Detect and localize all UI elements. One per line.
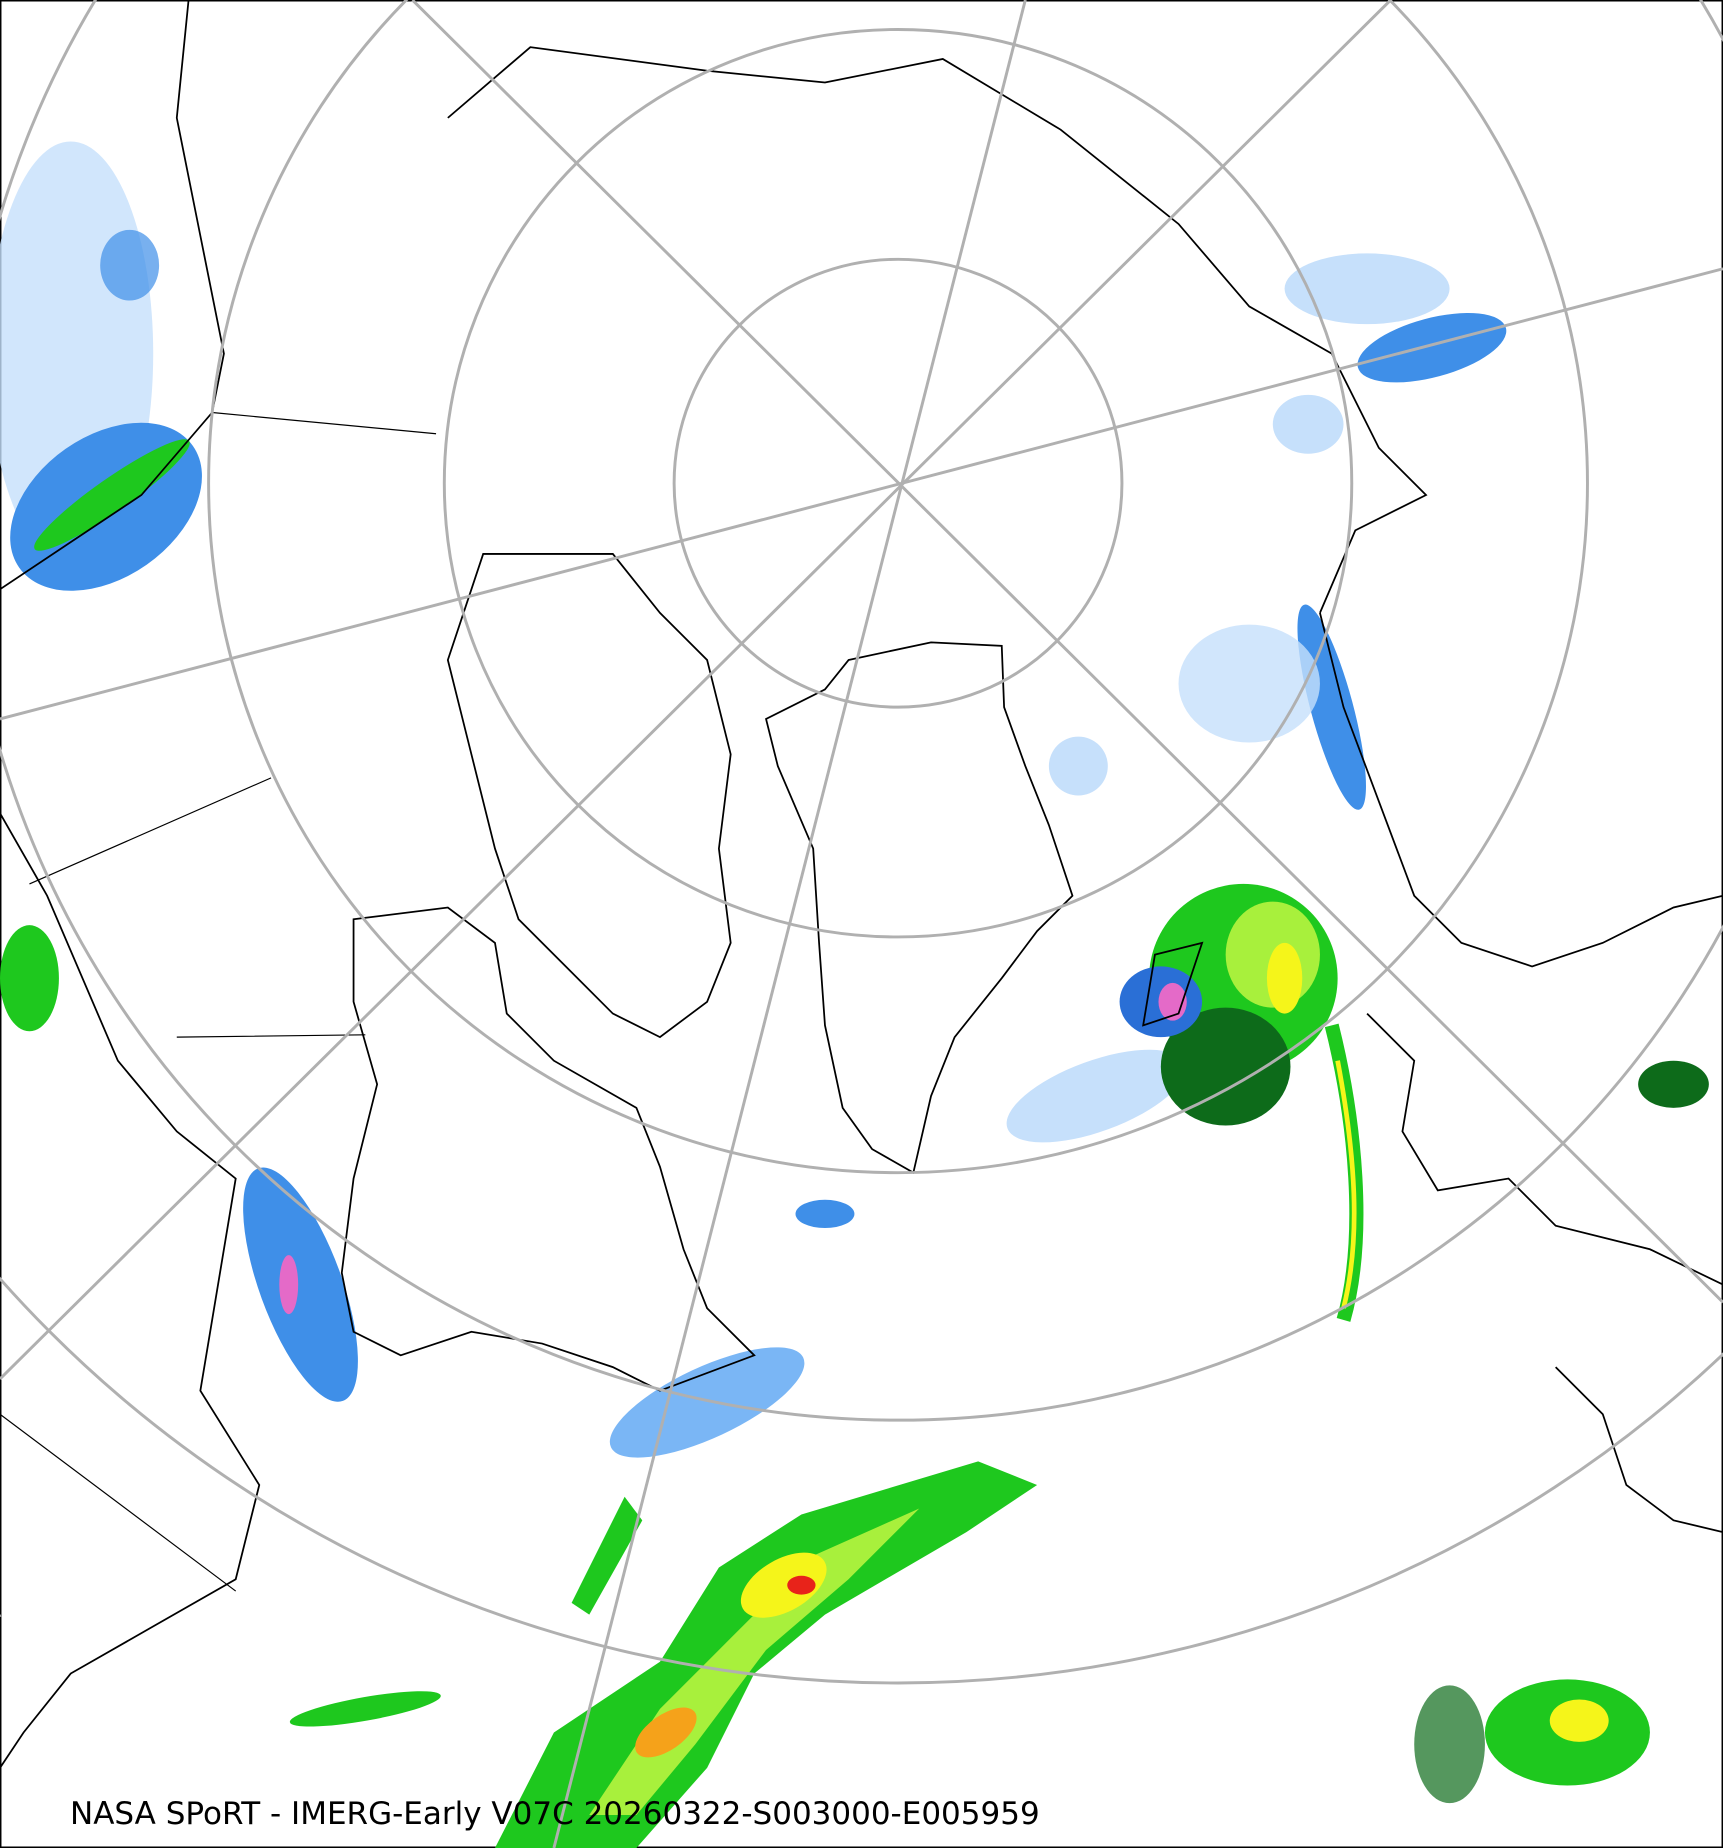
precip-norway-blue — [1297, 604, 1366, 810]
precip-nova-scotia-green — [571, 1496, 643, 1615]
precip-europe-darkgreen — [1638, 1060, 1709, 1108]
precip-iceland-darkgreen — [1160, 1007, 1291, 1126]
precip-atlantic-orange — [635, 1707, 697, 1758]
precip-iceland-yellow — [1266, 942, 1303, 1014]
iberia-coast — [1555, 1366, 1723, 1533]
borders — [0, 411, 437, 1592]
greenland-coast — [765, 641, 1074, 1175]
latitude-circle — [0, 1276, 1723, 1685]
precip-southeast-darkgreen — [1414, 1685, 1485, 1804]
precip-norwegian-sea — [1178, 624, 1320, 743]
iceland-coast — [1142, 941, 1204, 1027]
arctic-archipelago-coast — [446, 553, 732, 1039]
precipitation-layer — [0, 141, 1709, 1848]
precip-greenland-sea — [1048, 736, 1108, 796]
map-caption: NASA SPoRT - IMERG-Early V07C 20260322-S… — [70, 1796, 1040, 1832]
precip-frontal-core — [1335, 1060, 1357, 1309]
latitude-circle — [442, 28, 1354, 939]
scandinavia-coast — [1319, 612, 1723, 968]
precip-siberia-light — [1284, 253, 1450, 325]
precip-newfoundland-blue — [609, 1347, 805, 1458]
latitude-circle — [207, 0, 1589, 1174]
precip-atlantic-light — [1006, 1049, 1186, 1143]
precip-west-green — [0, 925, 59, 1032]
latitude-circle — [0, 0, 1723, 1422]
europe-coast — [1366, 1012, 1723, 1286]
meridian — [552, 0, 1027, 1848]
precip-south-band — [289, 1691, 441, 1727]
meridian — [0, 267, 1723, 721]
precip-southeast-yellow — [1549, 1699, 1609, 1742]
coastlines — [0, 0, 1723, 1769]
precip-atlantic-yellow — [740, 1552, 827, 1618]
precip-labrador-sea — [795, 1199, 855, 1229]
precip-hudson-pink — [279, 1255, 299, 1315]
alaska-coast — [0, 0, 225, 591]
precip-atlantic-red — [787, 1575, 816, 1595]
latitude-circle — [672, 257, 1124, 709]
precip-siberia-blue — [1357, 313, 1507, 383]
precip-hudson-blue — [243, 1167, 358, 1402]
precip-yamal — [1272, 394, 1344, 454]
precip-bering-swirl — [100, 229, 160, 301]
meridian — [411, 0, 1723, 1304]
meridian — [0, 0, 1392, 1380]
precip-atlantic-band-green — [494, 1461, 1038, 1848]
precip-alaska-green — [34, 439, 190, 551]
north-america-coast — [0, 812, 261, 1769]
